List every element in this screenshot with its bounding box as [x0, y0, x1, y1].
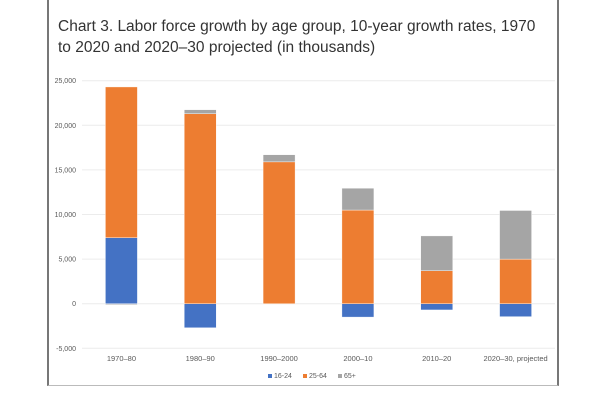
bar-segment-16-24: [184, 303, 217, 328]
bar-segment-65+: [499, 210, 532, 260]
bar-segment-25-64: [105, 86, 138, 238]
bar-segment-16-24: [105, 237, 138, 304]
bar-segment-16-24: [499, 303, 532, 317]
legend-swatch: [268, 374, 272, 378]
y-tick-label: 10,000: [55, 212, 77, 219]
x-tick-label: 2000–10: [343, 354, 372, 363]
bar-segment-16-24: [341, 303, 375, 318]
y-tick-label: 25,000: [55, 78, 77, 85]
y-tick-label: -5,000: [56, 346, 76, 353]
bar-segment-65+: [105, 303, 138, 305]
bar-segment-25-64: [184, 113, 217, 304]
y-tick-label: 20,000: [55, 123, 77, 130]
bar-segment-25-64: [420, 270, 453, 304]
y-tick-label: 5,000: [58, 257, 76, 264]
legend-label: 16-24: [274, 373, 292, 380]
chart-frame: [47, 0, 559, 386]
legend-label: 65+: [344, 373, 356, 380]
chart-title: Chart 3. Labor force growth by age group…: [58, 18, 536, 56]
bar-segment-16-24: [420, 303, 453, 311]
legend-swatch: [303, 374, 307, 378]
y-tick-label: 0: [72, 301, 76, 308]
bar-segment-25-64: [341, 209, 375, 304]
bar-segment-65+: [262, 154, 296, 163]
bar-segment-65+: [184, 109, 217, 114]
legend-swatch: [338, 374, 342, 378]
y-tick-label: 15,000: [55, 167, 77, 174]
bar-segment-65+: [341, 187, 375, 211]
x-tick-label: 1990–2000: [260, 354, 298, 363]
x-tick-label: 1980–90: [186, 354, 215, 363]
x-tick-label: 2010–20: [422, 354, 451, 363]
bar-segment-65+: [420, 235, 453, 271]
bar-segment-25-64: [499, 258, 532, 304]
x-tick-label: 1970–80: [107, 354, 136, 363]
legend-label: 25-64: [309, 373, 327, 380]
x-tick-label: 2020–30, projected: [483, 354, 547, 363]
bar-segment-25-64: [262, 161, 296, 304]
